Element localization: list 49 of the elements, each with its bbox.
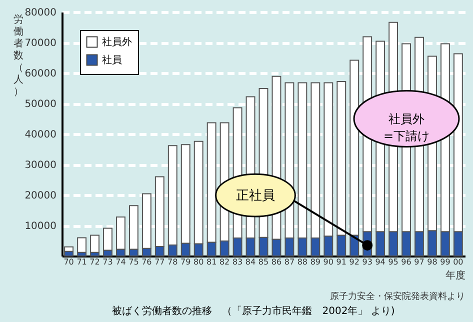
x-tick-label: 76	[142, 258, 152, 266]
x-tick-label: 90	[323, 258, 334, 266]
x-tick-label: 71	[76, 258, 87, 266]
text: 被ばく労働者数の推移 （「原子力市民年鑑 2002年」 より)	[112, 305, 395, 317]
x-tick-label: 97	[414, 258, 424, 266]
x-tick-label: 75	[128, 258, 139, 266]
x-tick-label: 73	[102, 258, 113, 266]
x-tick-label: 87	[284, 258, 295, 266]
legend-label: 社員	[102, 54, 122, 66]
y-tick-label: 50000	[24, 99, 56, 110]
x-tick-label: 77	[154, 258, 165, 266]
x-tick-label: 98	[427, 258, 438, 266]
x-tick-label: 74	[116, 258, 126, 266]
x-tick-label: 91	[336, 258, 346, 266]
x-tick-label: 80	[194, 258, 204, 266]
x-tick-label: 88	[297, 258, 308, 266]
x-tick-label: 00	[453, 258, 464, 266]
y-tick-label: 30000	[24, 160, 56, 171]
x-tick-label: 84	[245, 258, 256, 266]
y-tick-label: 10000	[24, 221, 56, 232]
x-tick-label: 70	[64, 258, 74, 266]
x-tick-label: 72	[90, 258, 100, 266]
x-tick-label: 96	[401, 258, 412, 266]
y-tick-label: 70000	[24, 38, 56, 49]
x-tick-label: 89	[310, 258, 321, 266]
x-tick-label: 93	[362, 258, 372, 266]
x-tick-label: 95	[388, 258, 398, 266]
text: 原子力安全・保安院発表資料より	[330, 291, 465, 302]
x-axis-title: 年度	[446, 270, 466, 282]
x-tick-label: 79	[180, 258, 191, 266]
x-tick-label: 94	[375, 258, 386, 266]
y-tick-label: 40000	[24, 130, 56, 140]
y-tick-label: 80000	[24, 8, 56, 18]
legend-label: 社員外	[102, 36, 132, 48]
x-tick-label: 99	[440, 258, 450, 266]
annotation: 正社員	[236, 188, 275, 204]
y-axis-title: 労働者数（人）	[14, 14, 24, 98]
x-tick-label: 82	[219, 258, 230, 266]
bar	[77, 237, 87, 253]
x-tick-label: 78	[168, 258, 178, 266]
x-tick-label: 85	[258, 258, 269, 266]
y-tick-label: 60000	[24, 68, 56, 80]
x-tick-label: 81	[206, 258, 217, 266]
x-tick-label: 92	[349, 258, 360, 266]
x-tick-label: 86	[271, 258, 282, 266]
annotation: 社員外 =下請け	[383, 112, 430, 143]
bar	[90, 234, 100, 253]
x-tick-label: 83	[232, 258, 243, 266]
y-tick-label: 20000	[24, 190, 56, 202]
